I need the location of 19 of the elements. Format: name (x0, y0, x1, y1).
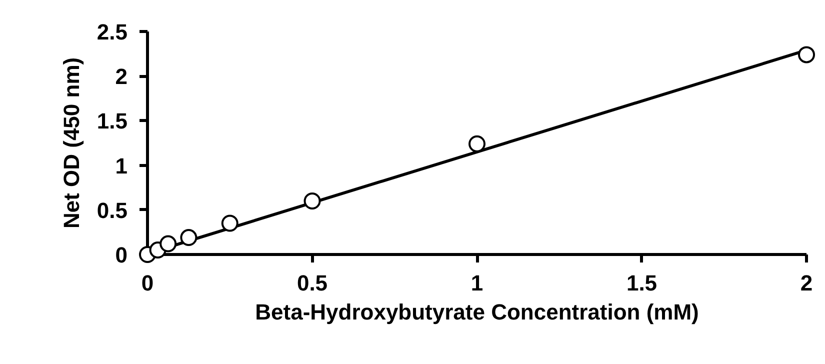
point (180, 229, 198, 246)
y-tick-label: 0 (115, 242, 128, 268)
y-tick-label: 1.5 (96, 108, 128, 134)
x-tick-label: 0.5 (296, 270, 328, 296)
point (221, 214, 238, 232)
y-tick-label: 0.5 (96, 198, 128, 223)
point (160, 235, 177, 252)
y-tick-label: 2.5 (96, 20, 128, 44)
y-tick-label: 1 (115, 153, 128, 178)
x-tick-label: 1 (470, 270, 484, 296)
y-axis-title: Net OD (450 nm) (58, 57, 84, 229)
x-axis-title: Beta-Hydroxybutyrate Concentration (mM) (255, 300, 699, 324)
point (304, 192, 321, 210)
x-tick-label: 0 (141, 270, 154, 296)
x-tick-label: 1.5 (626, 270, 658, 296)
y-tick-label: 2 (115, 64, 128, 90)
x-tick-label: 2 (800, 270, 813, 296)
point (468, 135, 486, 152)
point (798, 46, 815, 64)
